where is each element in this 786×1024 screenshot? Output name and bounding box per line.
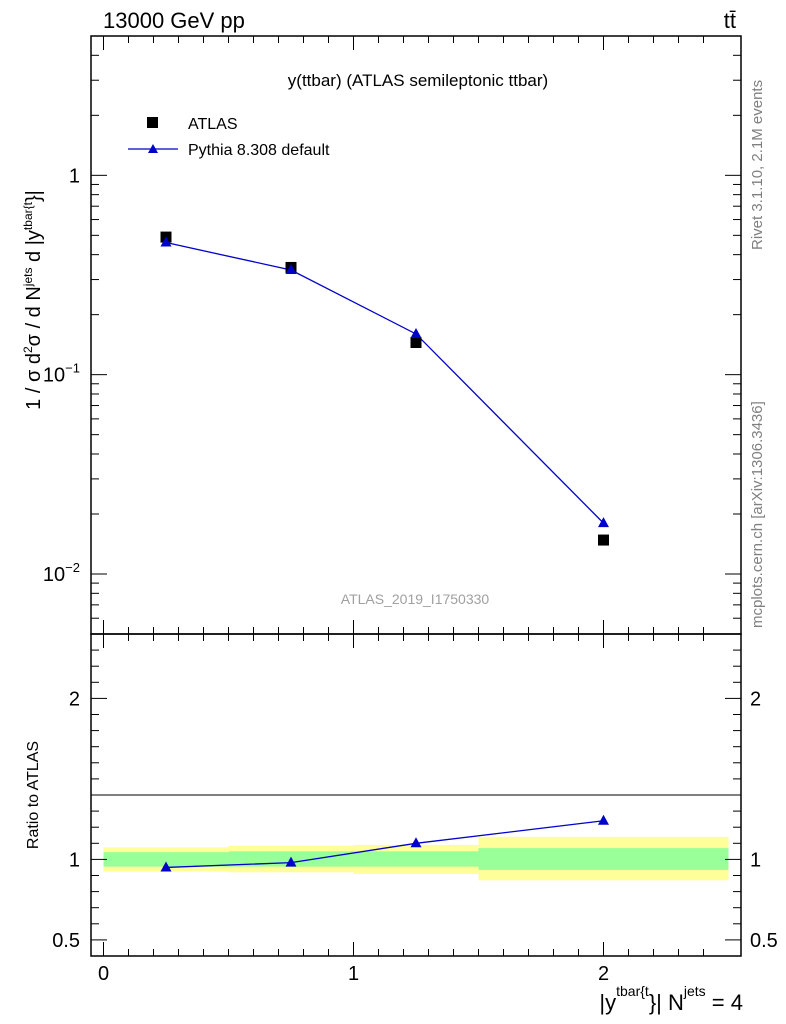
- pythia-point: [598, 517, 609, 528]
- ratio-panel: 0.5 0.5 1 1 2 2 0 1 2 Ratio to ATLAS |ytbar{t}|…: [25, 633, 778, 1015]
- legend-atlas-label: ATLAS: [188, 116, 238, 133]
- main-series: [160, 231, 609, 546]
- legend-atlas-marker: [147, 117, 158, 128]
- ratio-band-inner: [103, 852, 229, 867]
- ratio-y-axis-label: Ratio to ATLAS: [25, 741, 42, 849]
- x-axis-label: |ytbar{t}| Njets = 4: [599, 983, 743, 1015]
- ratio-band-inner: [478, 848, 729, 870]
- pythia-point: [410, 327, 422, 338]
- x-tick-label: 2: [598, 963, 609, 985]
- ratio-pythia-line: [165, 820, 604, 869]
- ratio-series: [160, 814, 609, 872]
- atlas-point: [598, 534, 609, 546]
- ratio-y-tick-label-right: 0.5: [750, 930, 778, 952]
- ratio-y-tick-labels: 0.5 0.5 1 1 2 2: [52, 688, 778, 952]
- main-y-axis-label: 1 / σ d2σ / d Njets d |ytbar{t}|: [21, 190, 45, 410]
- legend-pythia-marker: [148, 144, 158, 153]
- x-tick-label: 1: [348, 963, 359, 985]
- legend: ATLAS Pythia 8.308 default: [128, 116, 330, 159]
- atlas-point: [410, 336, 422, 348]
- ratio-axis-ticks: [91, 633, 741, 957]
- ratio-pythia-point: [160, 861, 172, 872]
- main-y-tick-label: 10−1: [43, 361, 80, 387]
- plot-title: y(ttbar) (ATLAS semileptonic ttbar): [288, 71, 548, 90]
- main-y-tick-label: 1: [69, 165, 80, 187]
- legend-pythia-label: Pythia 8.308 default: [188, 142, 330, 159]
- ratio-y-tick-label-right: 2: [750, 688, 761, 710]
- process-label: tt̄: [724, 8, 736, 33]
- x-tick-label: 0: [98, 963, 109, 985]
- ratio-y-tick-label: 0.5: [52, 930, 80, 952]
- energy-label: 13000 GeV pp: [103, 8, 245, 33]
- mcplots-label: mcplots.cern.ch [arXiv:1306.3436]: [749, 401, 766, 628]
- main-panel: 1 10−1 10−2 y(ttbar) (ATLAS semileptonic t…: [21, 35, 741, 635]
- rivet-label: Rivet 3.1.10, 2.1M events: [749, 80, 766, 250]
- ratio-pythia-point: [410, 837, 422, 848]
- main-y-tick-label: 10−2: [43, 560, 80, 586]
- main-y-tick-labels: 1 10−1 10−2: [43, 165, 80, 586]
- ratio-y-tick-label-right: 1: [750, 849, 761, 871]
- analysis-watermark: ATLAS_2019_I1750330: [341, 591, 490, 607]
- main-axis-ticks: [91, 35, 741, 635]
- pythia-line: [165, 241, 604, 524]
- ratio-pythia-point: [285, 856, 297, 867]
- ratio-y-tick-label: 2: [69, 688, 80, 710]
- ratio-frame: [90, 633, 742, 957]
- ratio-y-tick-label: 1: [69, 849, 80, 871]
- pythia-point: [160, 236, 172, 247]
- ratio-band-inner: [353, 851, 479, 867]
- ratio-pythia-point: [598, 814, 609, 825]
- ratio-uncertainty-bands: [103, 836, 729, 881]
- pythia-point: [285, 264, 297, 275]
- x-tick-labels: 0 1 2: [98, 963, 609, 985]
